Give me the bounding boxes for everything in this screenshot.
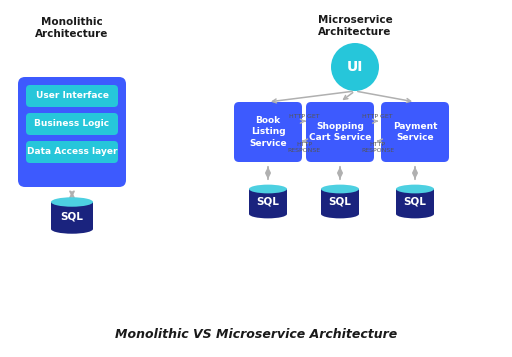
Ellipse shape <box>321 210 359 218</box>
FancyBboxPatch shape <box>51 202 93 229</box>
Text: UI: UI <box>347 60 363 74</box>
FancyBboxPatch shape <box>26 113 118 135</box>
Ellipse shape <box>249 185 287 193</box>
FancyBboxPatch shape <box>321 189 359 214</box>
Text: SQL: SQL <box>329 197 351 207</box>
Text: Monolithic VS Microservice Architecture: Monolithic VS Microservice Architecture <box>115 328 397 342</box>
Text: User Interface: User Interface <box>35 91 109 101</box>
Text: Data Access layer: Data Access layer <box>27 147 117 156</box>
Ellipse shape <box>249 210 287 218</box>
Ellipse shape <box>321 185 359 193</box>
Text: Shopping
Cart Service: Shopping Cart Service <box>309 122 371 142</box>
Text: HTTP GET: HTTP GET <box>362 114 393 119</box>
Text: HTTP
RESPONSE: HTTP RESPONSE <box>287 142 321 153</box>
FancyBboxPatch shape <box>26 85 118 107</box>
Circle shape <box>331 43 379 91</box>
Text: Microservice
Architecture: Microservice Architecture <box>317 15 392 37</box>
Ellipse shape <box>396 210 434 218</box>
Ellipse shape <box>51 197 93 207</box>
Text: Monolithic
Architecture: Monolithic Architecture <box>35 17 109 39</box>
Text: SQL: SQL <box>257 197 280 207</box>
Text: SQL: SQL <box>403 197 426 207</box>
FancyBboxPatch shape <box>18 77 126 187</box>
Text: Book
Listing
Service: Book Listing Service <box>249 116 287 147</box>
FancyBboxPatch shape <box>306 102 374 162</box>
FancyBboxPatch shape <box>249 189 287 214</box>
FancyBboxPatch shape <box>234 102 302 162</box>
Text: Payment
Service: Payment Service <box>393 122 437 142</box>
Text: SQL: SQL <box>60 211 83 221</box>
Text: Business Logic: Business Logic <box>34 120 110 129</box>
Text: HTTP GET: HTTP GET <box>289 114 319 119</box>
Ellipse shape <box>396 185 434 193</box>
FancyBboxPatch shape <box>381 102 449 162</box>
FancyBboxPatch shape <box>26 141 118 163</box>
Ellipse shape <box>51 224 93 234</box>
Text: HTTP
RESPONSE: HTTP RESPONSE <box>361 142 394 153</box>
FancyBboxPatch shape <box>396 189 434 214</box>
